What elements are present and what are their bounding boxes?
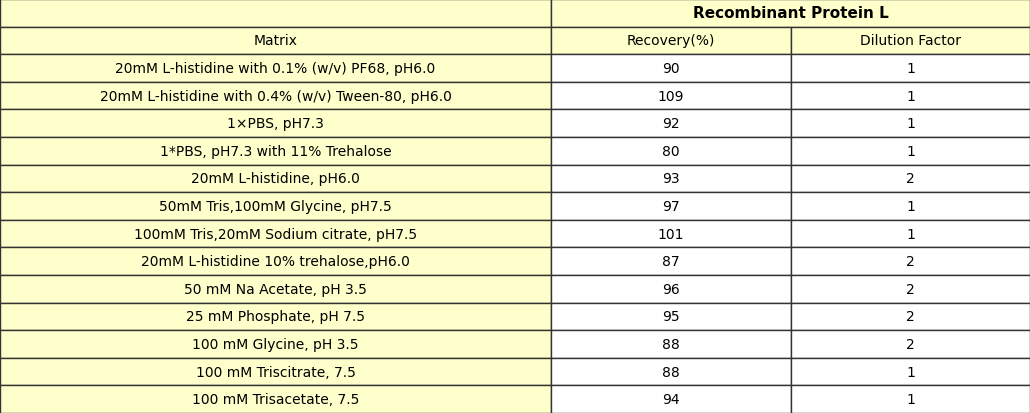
Text: 101: 101 (658, 227, 684, 241)
Bar (791, 165, 1030, 193)
Bar (791, 193, 1030, 220)
Text: 2: 2 (906, 282, 915, 296)
Bar (551, 83, 791, 110)
Text: 100 mM Glycine, pH 3.5: 100 mM Glycine, pH 3.5 (193, 337, 358, 351)
Bar (551, 385, 791, 413)
Text: 87: 87 (662, 254, 680, 268)
Bar (0, 330, 551, 358)
Bar (551, 55, 791, 83)
Text: 88: 88 (662, 365, 680, 379)
Bar (551, 138, 791, 165)
Text: 1: 1 (906, 62, 915, 76)
Text: 1: 1 (906, 199, 915, 214)
Text: 20mM L-histidine with 0.4% (w/v) Tween-80, pH6.0: 20mM L-histidine with 0.4% (w/v) Tween-8… (100, 89, 451, 103)
Text: 94: 94 (662, 392, 680, 406)
Bar (791, 248, 1030, 275)
Bar (0, 138, 551, 165)
Text: 1*PBS, pH7.3 with 11% Trehalose: 1*PBS, pH7.3 with 11% Trehalose (160, 145, 391, 159)
Text: 25 mM Phosphate, pH 7.5: 25 mM Phosphate, pH 7.5 (186, 310, 365, 324)
Text: 90: 90 (662, 62, 680, 76)
Bar (0, 220, 551, 248)
Text: 1: 1 (906, 227, 915, 241)
Bar (791, 385, 1030, 413)
Text: Matrix: Matrix (253, 34, 298, 48)
Bar (0, 165, 551, 193)
Text: 2: 2 (906, 172, 915, 186)
Bar (551, 303, 791, 330)
Text: 20mM L-histidine 10% trehalose,pH6.0: 20mM L-histidine 10% trehalose,pH6.0 (141, 254, 410, 268)
Text: 2: 2 (906, 337, 915, 351)
Bar (0, 83, 551, 110)
Bar (551, 165, 791, 193)
Bar (791, 138, 1030, 165)
Bar (0, 110, 551, 138)
Text: 2: 2 (906, 254, 915, 268)
Bar (551, 330, 791, 358)
Text: 100 mM Triscitrate, 7.5: 100 mM Triscitrate, 7.5 (196, 365, 355, 379)
Text: 50 mM Na Acetate, pH 3.5: 50 mM Na Acetate, pH 3.5 (184, 282, 367, 296)
Text: 1: 1 (906, 365, 915, 379)
Text: 96: 96 (662, 282, 680, 296)
Text: 92: 92 (662, 117, 680, 131)
Text: Dilution Factor: Dilution Factor (860, 34, 961, 48)
Text: 100mM Tris,20mM Sodium citrate, pH7.5: 100mM Tris,20mM Sodium citrate, pH7.5 (134, 227, 417, 241)
Bar (791, 220, 1030, 248)
Bar (551, 110, 791, 138)
Bar (0, 28, 551, 55)
Text: 2: 2 (906, 310, 915, 324)
Bar (0, 303, 551, 330)
Bar (551, 275, 791, 303)
Text: 50mM Tris,100mM Glycine, pH7.5: 50mM Tris,100mM Glycine, pH7.5 (160, 199, 391, 214)
Bar (791, 330, 1030, 358)
Text: 1×PBS, pH7.3: 1×PBS, pH7.3 (227, 117, 324, 131)
Text: 100 mM Trisacetate, 7.5: 100 mM Trisacetate, 7.5 (192, 392, 359, 406)
Text: 88: 88 (662, 337, 680, 351)
Bar (551, 193, 791, 220)
Bar (551, 0, 1030, 28)
Bar (551, 28, 791, 55)
Bar (0, 248, 551, 275)
Bar (551, 248, 791, 275)
Bar (0, 0, 551, 28)
Bar (791, 55, 1030, 83)
Bar (791, 275, 1030, 303)
Bar (791, 110, 1030, 138)
Bar (791, 358, 1030, 385)
Text: 95: 95 (662, 310, 680, 324)
Text: 20mM L-histidine, pH6.0: 20mM L-histidine, pH6.0 (192, 172, 359, 186)
Bar (791, 83, 1030, 110)
Bar (551, 358, 791, 385)
Text: 1: 1 (906, 392, 915, 406)
Text: Recombinant Protein L: Recombinant Protein L (692, 6, 889, 21)
Text: 20mM L-histidine with 0.1% (w/v) PF68, pH6.0: 20mM L-histidine with 0.1% (w/v) PF68, p… (115, 62, 436, 76)
Bar (0, 193, 551, 220)
Bar (791, 303, 1030, 330)
Text: 93: 93 (662, 172, 680, 186)
Text: 109: 109 (658, 89, 684, 103)
Bar (791, 28, 1030, 55)
Bar (0, 275, 551, 303)
Text: 1: 1 (906, 117, 915, 131)
Text: 1: 1 (906, 89, 915, 103)
Bar (0, 358, 551, 385)
Text: 97: 97 (662, 199, 680, 214)
Bar (551, 220, 791, 248)
Text: Recovery(%): Recovery(%) (627, 34, 715, 48)
Text: 1: 1 (906, 145, 915, 159)
Text: 80: 80 (662, 145, 680, 159)
Bar (0, 55, 551, 83)
Bar (0, 385, 551, 413)
